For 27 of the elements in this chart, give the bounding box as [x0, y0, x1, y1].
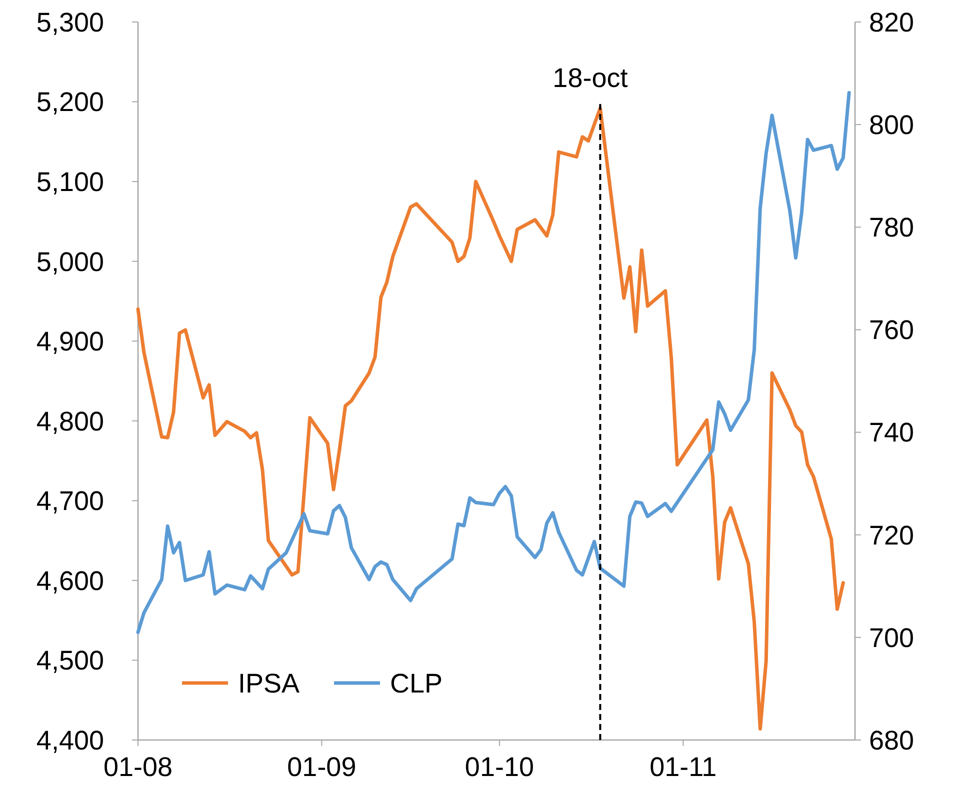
y2-tick-label: 780 — [869, 212, 914, 243]
y2-tick-label: 820 — [869, 7, 914, 38]
legend-label: CLP — [390, 668, 443, 698]
y2-tick-label: 700 — [869, 622, 914, 653]
y-tick-label: 4,400 — [36, 725, 104, 756]
y-tick-label: 5,200 — [36, 87, 104, 118]
y2-tick-label: 680 — [869, 725, 914, 756]
legend-label: IPSA — [238, 668, 300, 698]
y-tick-label: 4,600 — [36, 566, 104, 596]
y-tick-label: 5,300 — [36, 7, 104, 38]
y-tick-label: 4,900 — [36, 326, 104, 357]
line-series — [136, 106, 845, 731]
ref-line-label: 18-oct — [552, 63, 628, 93]
y-tick-label: 4,800 — [36, 406, 104, 436]
x-tick-label: 01-11 — [650, 752, 717, 782]
x-tick-label: 01-08 — [103, 752, 173, 782]
y-tick-label: 5,000 — [36, 246, 104, 277]
y2-tick-label: 720 — [869, 520, 914, 550]
y-tick-label: 4,700 — [36, 486, 104, 516]
x-tick-label: 01-09 — [287, 752, 356, 782]
y2-tick-label: 740 — [869, 418, 914, 448]
y-tick-label: 4,500 — [36, 646, 104, 676]
x-tick-label: 01-10 — [464, 752, 534, 782]
y2-tick-label: 800 — [869, 110, 914, 140]
line-series — [136, 91, 851, 634]
y-tick-label: 5,100 — [36, 167, 104, 198]
y2-tick-label: 760 — [869, 315, 914, 346]
